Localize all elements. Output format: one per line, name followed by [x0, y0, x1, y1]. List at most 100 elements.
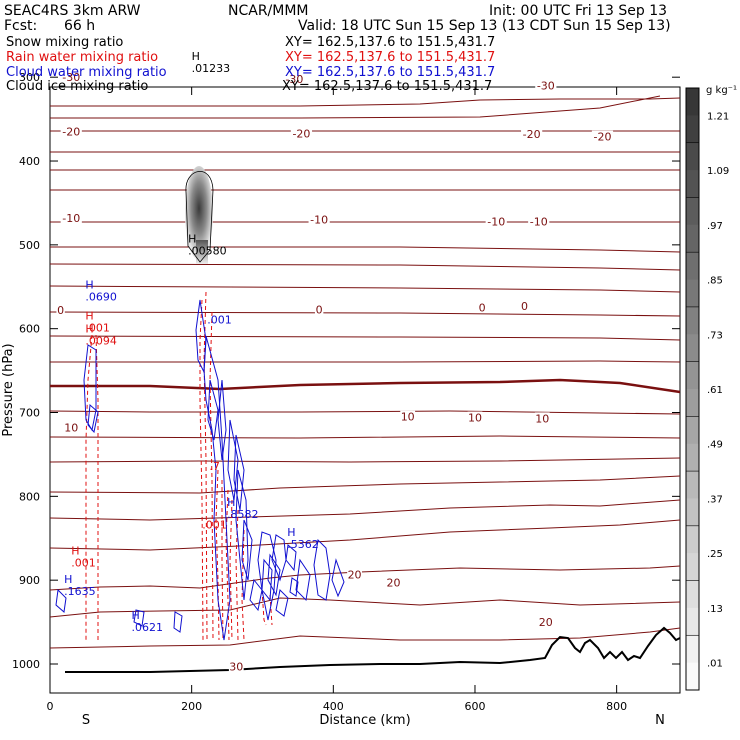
extremum-value: .001 [202, 519, 227, 532]
zero-degree-isotherm [50, 378, 681, 394]
temp-label-bg [283, 72, 305, 84]
temp-label-bg [60, 212, 82, 224]
extremum-value: .0094 [85, 334, 117, 347]
colorbar-cell [686, 224, 699, 253]
y-tick-label: 500 [19, 239, 40, 252]
temp-label-bg [314, 303, 324, 315]
org-label: NCAR/MMM [228, 3, 309, 19]
temp-label-bg [535, 79, 557, 91]
extremum-marker: H [64, 573, 72, 586]
colorbar-cell [686, 443, 699, 472]
temperature-contour-label: 20 [348, 568, 362, 581]
x-tick-label: 0 [47, 700, 54, 713]
x-tick-label: 200 [181, 700, 202, 713]
legend-ice-xy: XY= 162.5,137.6 to 151.5,431.7 [282, 79, 493, 94]
temperature-contour-label: -10 [530, 215, 548, 228]
y-tick-label: 1000 [12, 658, 40, 671]
x-end-right: N [655, 713, 665, 728]
x-tick-label: 600 [464, 700, 485, 713]
legend-rain-label: Rain water mixing ratio [6, 50, 159, 65]
y-tick-label: 600 [19, 323, 40, 336]
temp-label-bg [485, 215, 507, 227]
extremum-marker: H [85, 322, 93, 335]
colorbar-cell [686, 635, 699, 664]
colorbar-cell [686, 252, 699, 281]
colorbar-cell [686, 662, 699, 691]
extremum-marker: H [131, 609, 139, 622]
extremum-value: .001 [207, 313, 232, 326]
temperature-contour-label: 10 [535, 412, 549, 425]
colorbar-cell [686, 115, 699, 144]
temperature-contour-label: 10 [401, 411, 415, 424]
cloud-water-contours [55, 299, 345, 641]
extremum-value: .001 [85, 322, 110, 335]
colorbar-cell [686, 553, 699, 582]
extremum-marker: H [192, 50, 200, 63]
temperature-contour-label: -20 [292, 127, 310, 140]
legend-cloud-label: Cloud water mixing ratio [6, 65, 167, 80]
temperature-contour-label: 30 [229, 661, 243, 674]
extremum-value: .0690 [85, 291, 117, 304]
temp-label-bg [228, 660, 244, 672]
temp-label-bg [290, 127, 313, 139]
temp-label-bg [534, 412, 550, 424]
colorbar-cell [686, 498, 699, 527]
y-axis-ticks: 2003004005006007008009001000 [12, 0, 680, 671]
extremum-marker: H [85, 310, 93, 323]
colorbar-cell [686, 88, 699, 116]
temp-label-bg [63, 421, 79, 433]
model-title: SEAC4RS 3km ARW [4, 3, 141, 19]
temp-label-bg [347, 568, 362, 580]
temperature-contour-label: 20 [387, 577, 401, 590]
colorbar-label: .01 [707, 659, 723, 670]
forecast-hours: 66 h [64, 18, 96, 34]
colorbar-cell [686, 197, 699, 226]
valid-time: Valid: 18 UTC Sun 15 Sep 13 (13 CDT Sun … [298, 18, 671, 34]
temp-label-bg [521, 128, 543, 140]
colorbar-cell [686, 334, 699, 363]
temp-label-bg [308, 213, 330, 225]
temperature-contour-label: -10 [310, 214, 328, 227]
plot-frame [49, 86, 681, 694]
extrema-labels: H.01233H.00580H.0690H.001H.0094H.001H.16… [64, 50, 319, 634]
forecast-label: Fcst: [4, 18, 38, 34]
init-time: Init: 00 UTC Fri 13 Sep 13 [489, 3, 668, 19]
temperature-contour-label: 10 [468, 412, 482, 425]
y-tick-label: 900 [19, 574, 40, 587]
colorbar-label: 1.09 [707, 166, 729, 177]
temp-label-bg [467, 411, 483, 423]
colorbar-label: .25 [707, 549, 723, 560]
temperature-contour-label: 0 [521, 300, 528, 313]
extremum-marker: H [287, 526, 295, 539]
colorbar-label: .73 [707, 330, 723, 341]
temperature-labels: -72-71.89-70-70-30-30-30-20-20-20-20-10-… [56, 71, 614, 674]
temperature-contour-label: 0 [316, 303, 323, 316]
colorbar-label: 1.21 [707, 111, 729, 122]
colorbar-label: .13 [707, 604, 723, 615]
colorbar-label: .61 [707, 385, 723, 396]
temp-label-bg [538, 616, 554, 628]
temperature-contour-label: 20 [539, 616, 553, 629]
legend-cloud-xy: XY= 162.5,137.6 to 151.5,431.7 [285, 65, 496, 80]
extremum-value: .7 [209, 460, 220, 473]
colorbar-label: .85 [707, 276, 723, 287]
temperature-contour-label: -30 [285, 73, 303, 86]
x-axis-label: Distance (km) [319, 713, 410, 728]
legend-snow-xy: XY= 162.5,137.6 to 151.5,431.7 [285, 35, 496, 50]
temperature-contour-label: -20 [62, 126, 80, 139]
colorbar-cell [686, 142, 699, 171]
colorbar-cell [686, 306, 699, 335]
y-tick-label: 300 [19, 71, 40, 84]
colorbar-cell [686, 361, 699, 390]
colorbar-label: .49 [707, 440, 723, 451]
x-tick-label: 800 [606, 700, 627, 713]
temp-label-bg [591, 130, 614, 142]
temperature-contour-label: -10 [62, 212, 80, 225]
extremum-value: .00580 [188, 245, 227, 258]
colorbar-cell [686, 279, 699, 308]
temp-label-bg [386, 576, 401, 588]
temp-label-bg [60, 71, 82, 83]
temperature-contour-label: -10 [487, 215, 505, 228]
legend-rain-xy: XY= 162.5,137.6 to 151.5,431.7 [285, 50, 496, 65]
